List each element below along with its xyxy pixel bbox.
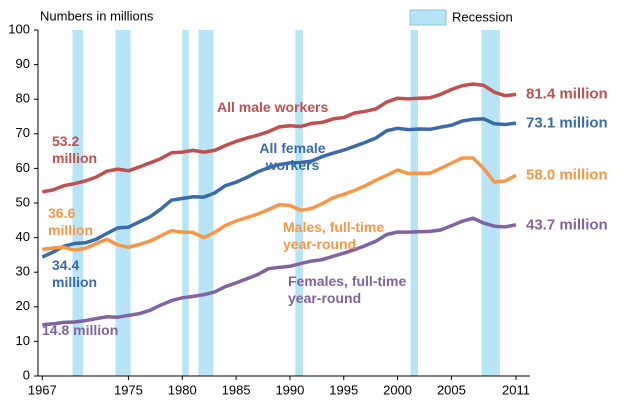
series-line: [41, 82, 517, 194]
y-tick-label: 60: [16, 160, 30, 175]
x-tick-label: 1980: [168, 382, 197, 397]
start-label: 34.4 million: [52, 257, 98, 290]
y-tick-label: 90: [16, 56, 30, 71]
y-tick-label: 40: [16, 229, 30, 244]
recession-band: [182, 30, 189, 376]
y-tick-label: 50: [16, 194, 30, 209]
x-tick-label: 1995: [329, 382, 358, 397]
y-tick-label: 30: [16, 264, 30, 279]
series-name: Males, full-time year-round: [283, 219, 385, 252]
series-name: All female workers: [259, 140, 326, 173]
end-label: 81.4 million: [526, 85, 608, 103]
x-tick-label: 2005: [437, 382, 466, 397]
x-tick-label: 2011: [502, 382, 530, 397]
end-label: 43.7 million: [526, 216, 608, 234]
legend-swatch: [409, 9, 447, 26]
y-tick-label: 10: [16, 333, 30, 348]
recession-band: [198, 30, 214, 376]
recession-band: [72, 30, 84, 376]
series-line: [42, 216, 517, 327]
y-tick-label: 80: [16, 91, 30, 106]
recession-band: [410, 30, 419, 376]
legend-label: Recession: [452, 9, 513, 24]
recession-band: [481, 30, 500, 376]
series-line: [41, 117, 517, 259]
x-tick-label: 1975: [114, 382, 143, 397]
series-name: All male workers: [217, 99, 329, 115]
series-line: [42, 156, 517, 252]
start-label: 36.6 million: [48, 205, 94, 238]
y-tick-label: 100: [8, 21, 30, 36]
end-label: 58.0 million: [526, 166, 608, 184]
end-label: 73.1 million: [526, 114, 608, 132]
y-tick-label: 20: [16, 298, 30, 313]
y-tick-label: 0: [23, 367, 30, 382]
x-tick-label: 1985: [222, 382, 251, 397]
start-label: 53.2 million: [52, 133, 98, 166]
x-tick-label: 1967: [28, 382, 57, 397]
recession-band: [115, 30, 131, 376]
y-tick-label: 70: [16, 125, 30, 140]
x-tick-label: 2000: [383, 382, 412, 397]
recession-band: [295, 30, 303, 376]
x-tick-label: 1990: [275, 382, 304, 397]
start-label: 14.8 million: [42, 322, 119, 338]
series-name: Females, full-time year-round: [288, 273, 407, 306]
y-axis-label: Numbers in millions: [40, 8, 154, 23]
